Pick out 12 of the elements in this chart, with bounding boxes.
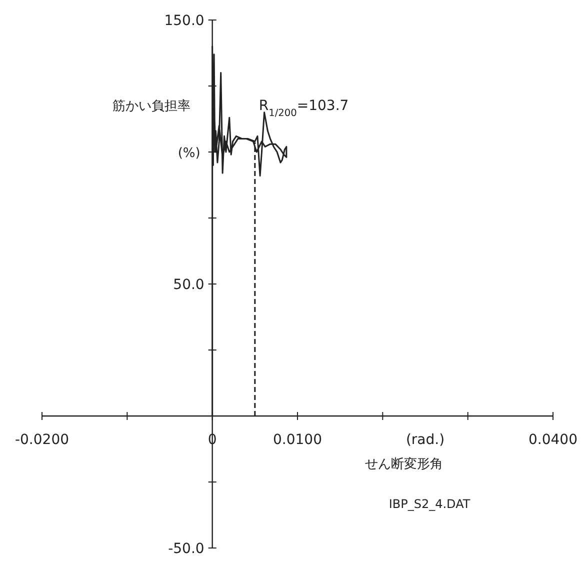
x-tick-label: 0.0100 xyxy=(273,432,322,448)
annotation: (rad.) xyxy=(406,432,445,448)
y-tick-label: -50.0 xyxy=(168,541,204,557)
annotation: IBP_S2_4.DAT xyxy=(388,497,471,511)
x-axis-title: せん断変形角 xyxy=(364,456,443,472)
y-tick-label: 50.0 xyxy=(173,277,204,293)
x-tick-label: 0.0400 xyxy=(528,432,578,448)
annotation: (%) xyxy=(178,146,200,161)
x-tick-label: -0.0200 xyxy=(14,432,70,448)
y-tick-label: 150.0 xyxy=(164,13,204,29)
y-axis-title: 筋かい負担率 xyxy=(112,98,190,114)
annotation: R$_{1/200}$=103.7 xyxy=(258,98,349,119)
